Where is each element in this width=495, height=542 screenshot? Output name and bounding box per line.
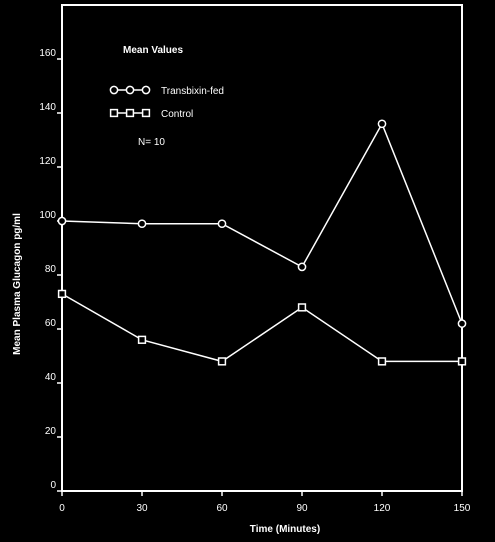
legend-marker bbox=[141, 85, 151, 95]
plot-frame bbox=[61, 4, 463, 492]
legend-item-control: Control bbox=[109, 108, 193, 120]
y-tick-label: 120 bbox=[39, 156, 56, 167]
legend-label-transbixin-fed: Transbixin-fed bbox=[161, 86, 224, 97]
data-point bbox=[297, 262, 307, 272]
y-tick-label: 100 bbox=[39, 210, 56, 221]
sample-size-label: N= 10 bbox=[138, 137, 165, 148]
data-point bbox=[137, 219, 147, 229]
legend-label-control: Control bbox=[161, 109, 193, 120]
data-point bbox=[137, 335, 147, 344]
y-axis: 0 20 40 60 80 100 120 140 160 bbox=[39, 48, 62, 492]
data-point bbox=[377, 357, 387, 366]
series-control bbox=[57, 289, 467, 366]
legend-marker bbox=[109, 108, 119, 118]
series-line bbox=[61, 293, 462, 363]
x-axis: 0 30 60 90 120 150 bbox=[59, 491, 471, 514]
x-tick-label: 0 bbox=[59, 503, 65, 514]
y-tick-label: 160 bbox=[39, 48, 56, 59]
x-tick-label: 30 bbox=[136, 503, 148, 514]
legend-marker bbox=[109, 85, 119, 95]
y-tick-label: 0 bbox=[50, 480, 56, 491]
data-point bbox=[297, 303, 307, 312]
x-tick-label: 150 bbox=[454, 503, 471, 514]
data-point bbox=[217, 357, 227, 366]
series-line bbox=[61, 122, 463, 324]
plot-border bbox=[61, 4, 463, 492]
y-tick-label: 140 bbox=[39, 102, 56, 113]
y-axis-title: Mean Plasma Glucagon pg/ml bbox=[12, 213, 23, 355]
y-tick-label: 40 bbox=[45, 372, 57, 383]
data-point bbox=[457, 319, 467, 328]
data-point bbox=[377, 119, 387, 129]
x-tick-label: 90 bbox=[296, 503, 308, 514]
legend-item-transbixin-fed: Transbixin-fed bbox=[109, 85, 224, 97]
data-point bbox=[217, 219, 227, 229]
data-point bbox=[457, 357, 467, 366]
x-axis-title: Time (Minutes) bbox=[250, 524, 320, 535]
data-point bbox=[57, 216, 67, 226]
legend-marker bbox=[125, 85, 135, 95]
legend: Mean Values Transbixin-fed Control N= 10 bbox=[109, 45, 224, 148]
data-point bbox=[57, 289, 67, 299]
legend-marker bbox=[141, 108, 151, 118]
x-tick-label: 120 bbox=[374, 503, 391, 514]
legend-heading: Mean Values bbox=[123, 45, 183, 56]
y-tick-label: 20 bbox=[45, 426, 57, 437]
y-tick-label: 80 bbox=[45, 264, 57, 275]
series-transbixin-fed bbox=[57, 119, 467, 328]
y-tick-label: 60 bbox=[45, 318, 57, 329]
series-layer bbox=[57, 119, 467, 366]
x-tick-label: 60 bbox=[216, 503, 228, 514]
legend-marker bbox=[125, 108, 135, 118]
